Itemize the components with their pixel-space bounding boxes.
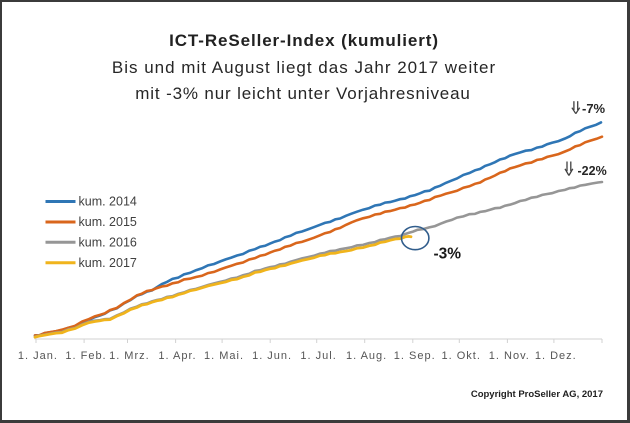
svg-text:kum. 2015: kum. 2015	[79, 215, 137, 229]
svg-text:1. Jan.: 1. Jan.	[18, 350, 58, 362]
svg-text:1. Jul.: 1. Jul.	[300, 350, 336, 362]
svg-text:kum. 2017: kum. 2017	[79, 256, 137, 270]
svg-text:1. Apr.: 1. Apr.	[158, 350, 196, 362]
svg-text:kum. 2014: kum. 2014	[79, 195, 137, 209]
svg-text:-7%: -7%	[582, 101, 606, 116]
svg-text:1. Aug.: 1. Aug.	[346, 350, 387, 362]
svg-text:1. Okt.: 1. Okt.	[441, 350, 480, 362]
svg-text:-22%: -22%	[578, 164, 607, 178]
svg-text:-3%: -3%	[434, 246, 462, 263]
svg-text:1. Nov.: 1. Nov.	[489, 350, 530, 362]
svg-text:kum. 2016: kum. 2016	[79, 236, 137, 250]
svg-text:1. Jun.: 1. Jun.	[252, 350, 292, 362]
svg-text:1. Dez.: 1. Dez.	[535, 350, 577, 362]
svg-text:1. Feb.: 1. Feb.	[65, 350, 106, 362]
svg-text:1. Mrz.: 1. Mrz.	[109, 350, 150, 362]
svg-text:1. Sep.: 1. Sep.	[394, 350, 436, 362]
svg-text:1. Mai.: 1. Mai.	[204, 350, 244, 362]
